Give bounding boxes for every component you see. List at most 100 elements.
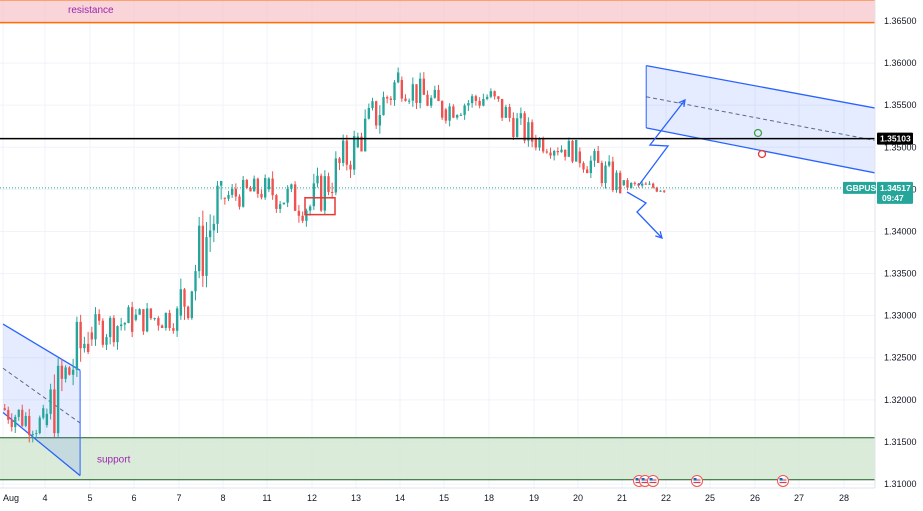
candle-body	[389, 98, 393, 100]
candle-body	[24, 415, 27, 426]
time-tick-label: 14	[395, 493, 405, 503]
candle-body	[426, 94, 429, 106]
red-marker-circle	[757, 149, 767, 159]
candle-body	[393, 82, 396, 100]
candle-body	[83, 343, 86, 349]
candle-body	[374, 101, 378, 126]
time-tick-label: 12	[307, 493, 317, 503]
time-axis[interactable]: Aug 4 5 6 7 8 11 12 13 14 15 18 19 20 21 22 25 26 27 28	[0, 487, 923, 511]
candle-body	[21, 409, 24, 426]
candle-body	[10, 419, 13, 428]
candle-body	[271, 178, 274, 196]
horizontal-line-tag-value: 1.35103	[880, 134, 911, 144]
time-tick-label: 13	[351, 493, 361, 503]
candle-body	[297, 210, 301, 216]
candle-body	[197, 225, 201, 272]
candle-body	[35, 433, 38, 435]
candle-body	[49, 389, 52, 414]
candle-body	[338, 158, 341, 163]
candle-body	[267, 178, 271, 190]
candle-body	[474, 96, 478, 101]
last-price-value: 1.34517	[880, 183, 911, 193]
candle-body	[360, 136, 363, 152]
candle-body	[316, 175, 319, 184]
candle-body	[556, 151, 560, 153]
candle-body	[286, 188, 289, 203]
candle-body	[500, 98, 504, 118]
main-channel-fill	[646, 65, 923, 183]
candle-body	[485, 96, 489, 99]
event-marker-us-5[interactable]	[777, 475, 789, 487]
candle-body	[323, 176, 327, 211]
candle-body	[345, 140, 349, 165]
event-marker-us-3[interactable]	[647, 475, 659, 487]
candle-body	[86, 343, 90, 352]
candle-body	[560, 149, 563, 153]
candle-body	[134, 314, 138, 320]
candle-body	[241, 179, 245, 207]
candle-body	[212, 223, 216, 231]
price-axis[interactable]: 1.31000 1.31500 1.32000 1.32500 1.33000 1.335…	[874, 0, 923, 511]
candle-body	[523, 113, 526, 141]
candle-body	[541, 138, 545, 152]
candle-body	[644, 183, 648, 185]
candle-body	[574, 139, 578, 162]
candle-body	[534, 138, 538, 148]
candle-body	[101, 320, 105, 345]
candle-body	[168, 312, 171, 329]
candle-body	[463, 105, 466, 115]
candle-body	[108, 317, 112, 338]
candle-body	[585, 169, 589, 174]
candle-body	[659, 190, 662, 192]
candle-body	[312, 183, 316, 207]
candle-body	[611, 161, 615, 191]
candle-body	[400, 79, 404, 99]
candle-body	[305, 210, 308, 221]
candle-body	[662, 190, 666, 192]
candle-body	[582, 163, 585, 170]
candle-body	[71, 369, 75, 375]
time-tick-label: 27	[794, 493, 804, 503]
candle-body	[308, 206, 312, 211]
candle-body	[429, 97, 433, 106]
resistance-label: resistance	[68, 5, 114, 16]
event-marker-us-4[interactable]	[691, 475, 703, 487]
candle-body	[407, 100, 411, 102]
candle-body	[622, 180, 626, 186]
price-tick-label: 1.32000	[884, 395, 917, 405]
candle-body	[433, 89, 437, 98]
candle-body	[245, 179, 249, 188]
time-tick-label: 21	[617, 493, 627, 503]
time-tick-label: 15	[439, 493, 449, 503]
candle-body	[94, 314, 97, 340]
candle-body	[651, 183, 655, 188]
candle-body	[116, 326, 119, 343]
candle-body	[157, 318, 160, 326]
candle-body	[415, 84, 418, 103]
candle-body	[105, 337, 108, 345]
price-tags: 1.35103 GBPUSD 1.34517 09:47	[843, 132, 913, 204]
candle-body	[145, 308, 149, 332]
candle-body	[205, 237, 208, 276]
grid-lines	[0, 0, 875, 488]
green-marker-circle	[753, 128, 763, 138]
candle-body	[293, 184, 297, 211]
candle-body	[42, 408, 45, 418]
symbol-tag-bg	[843, 181, 876, 194]
candle-body	[341, 140, 345, 163]
candle-body	[234, 188, 238, 197]
candle-body	[493, 91, 496, 97]
candle-body	[97, 314, 101, 321]
candle-body	[275, 195, 278, 209]
candle-body	[626, 180, 629, 188]
candle-body	[334, 158, 338, 193]
candle-body	[527, 122, 530, 141]
support-label: support	[97, 455, 131, 466]
candle-body	[290, 184, 293, 189]
candle-body	[138, 309, 141, 315]
bearish-scenario-arrow	[626, 191, 663, 239]
candle-body	[448, 106, 451, 121]
left-channel-upper-line	[2, 323, 81, 371]
time-tick-label: 4	[42, 493, 47, 503]
